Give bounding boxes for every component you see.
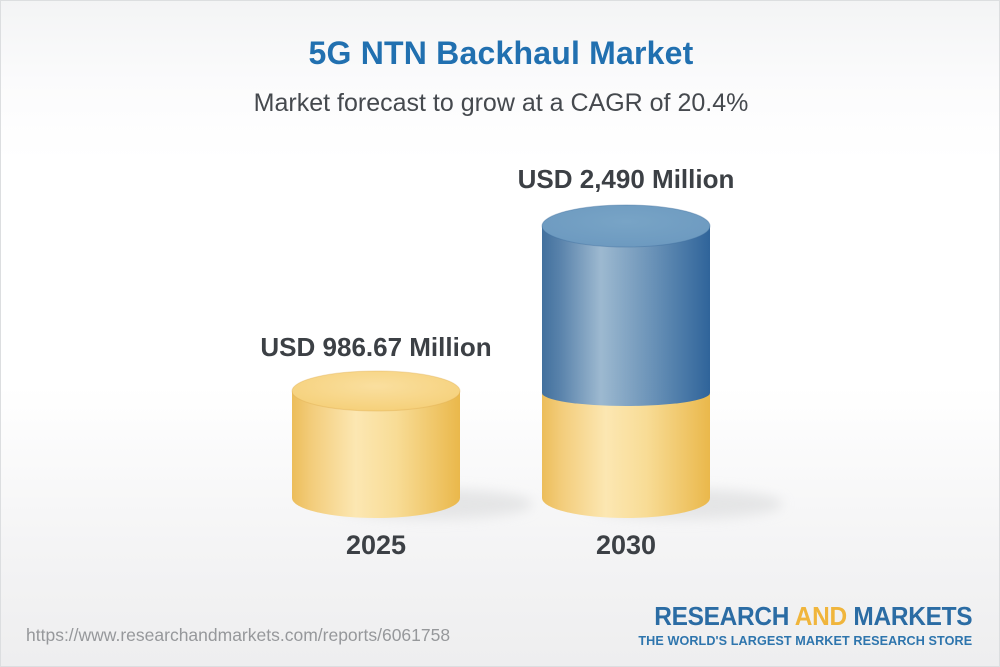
category-label-2025: 2025 — [345, 530, 407, 560]
report-url: https://www.researchandmarkets.com/repor… — [26, 625, 451, 645]
logo-word-and: AND — [794, 601, 847, 631]
logo-wordmark: RESEARCH AND MARKETS — [648, 601, 972, 632]
value-label-2030: USD 2,490 Million — [517, 164, 735, 194]
category-label-2030: 2030 — [595, 530, 657, 560]
bar-2030-base-segment — [542, 393, 710, 498]
logo-tagline: THE WORLD'S LARGEST MARKET RESEARCH STOR… — [638, 633, 972, 648]
chart-title: 5G NTN Backhaul Market — [308, 35, 694, 71]
bar-2030 — [541, 204, 783, 519]
value-label-2025: USD 986.67 Million — [260, 332, 492, 362]
chart-subtitle: Market forecast to grow at a CAGR of 20.… — [253, 89, 749, 117]
bar-2025 — [291, 370, 533, 519]
bar-2030-growth-segment — [542, 226, 710, 393]
research-and-markets-logo: RESEARCH AND MARKETS THE WORLD'S LARGEST… — [628, 601, 972, 648]
logo-word-research: RESEARCH — [653, 601, 789, 631]
logo-word-markets: MARKETS — [853, 601, 972, 631]
